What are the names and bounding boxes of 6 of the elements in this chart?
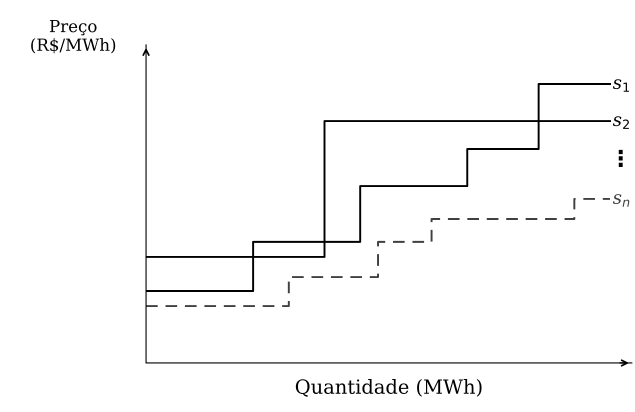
y-axis-title: Preço (R$/MWh)	[31, 20, 116, 54]
series-label: s$_{1}$	[612, 79, 630, 92]
series-label: s$_{2}$	[612, 116, 629, 129]
x-axis-title: Quantidade (MWh)	[296, 378, 482, 397]
series-label: s$_{n}$	[612, 194, 630, 207]
annotation: ⋮	[618, 150, 623, 167]
